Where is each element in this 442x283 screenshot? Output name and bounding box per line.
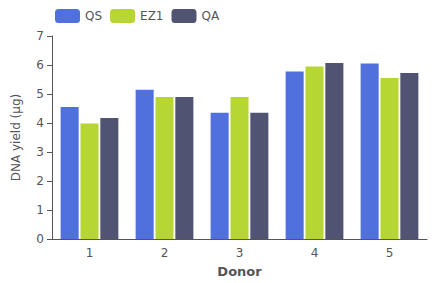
svg-text:QA: QA <box>202 9 220 23</box>
svg-text:6: 6 <box>36 58 44 72</box>
svg-text:7: 7 <box>36 29 44 43</box>
svg-text:2: 2 <box>36 174 44 188</box>
svg-text:5: 5 <box>386 246 394 260</box>
svg-text:QS: QS <box>85 9 102 23</box>
svg-text:1: 1 <box>36 203 44 217</box>
svg-text:0: 0 <box>36 232 44 246</box>
svg-text:5: 5 <box>36 87 44 101</box>
svg-text:1: 1 <box>86 246 94 260</box>
svg-text:2: 2 <box>161 246 169 260</box>
svg-text:4: 4 <box>36 116 44 130</box>
svg-text:3: 3 <box>236 246 244 260</box>
svg-text:EZ1: EZ1 <box>140 9 163 23</box>
svg-text:DNA yield (µg): DNA yield (µg) <box>9 94 23 181</box>
svg-text:Donor: Donor <box>217 264 262 279</box>
svg-text:3: 3 <box>36 145 44 159</box>
svg-text:4: 4 <box>311 246 319 260</box>
